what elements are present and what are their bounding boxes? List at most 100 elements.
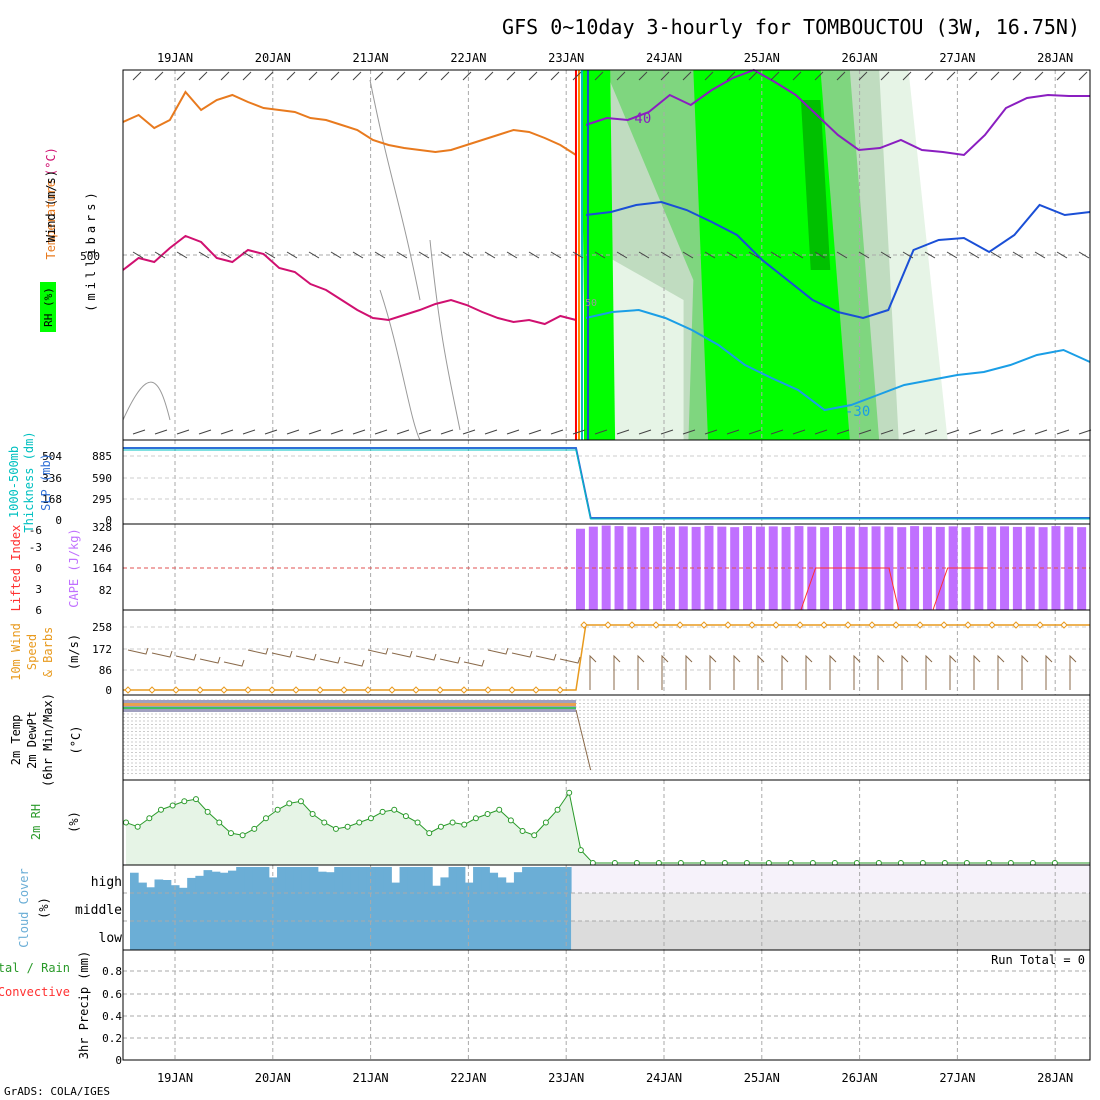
y-label-cape: CAPE (J/kg) — [67, 528, 81, 607]
rh-thin-contours — [122, 79, 461, 441]
wind-barb-10m — [535, 653, 557, 661]
cloud-high-bar — [203, 870, 213, 893]
y-label-rh2m-unit: (%) — [67, 811, 81, 833]
wind10-marker — [124, 686, 132, 694]
wind-barb — [704, 71, 718, 435]
cloud-high-bar — [546, 867, 556, 893]
cloud-level-label: low — [99, 931, 123, 946]
cloud-mid-bg — [571, 893, 1090, 921]
series-line-temperature — [122, 90, 577, 156]
wind10-marker — [556, 686, 564, 694]
wind10-marker — [652, 621, 660, 629]
wind-barb-10m — [127, 647, 149, 655]
cloud-high-bar — [154, 879, 164, 893]
wind-barb — [286, 71, 300, 435]
rh2m-marker — [123, 819, 129, 826]
wind-barb — [990, 71, 1004, 435]
wind-barb-10m — [223, 659, 245, 667]
y-tick-cape: 82 — [99, 584, 112, 597]
cloud-level-label: middle — [75, 903, 122, 918]
wind10-marker — [412, 686, 420, 694]
cloud-high-bar — [301, 867, 311, 893]
rh2m-marker — [414, 819, 421, 826]
cape-bar — [768, 526, 778, 610]
cape-bar — [1038, 527, 1048, 610]
x-tick-top: 19JAN — [157, 51, 193, 65]
x-tick-bottom: 21JAN — [353, 1071, 389, 1085]
wind-barb-10m — [415, 653, 437, 661]
rh-contour-95 — [800, 100, 831, 270]
rh2m-marker — [134, 823, 141, 830]
rh2m-marker — [391, 806, 398, 813]
wind-barb-10m — [439, 656, 461, 664]
y-tick-wind10: 258 — [92, 621, 112, 634]
rh2m-marker — [146, 815, 153, 822]
wind-barb-10m — [151, 650, 173, 658]
wind-barb-10m — [925, 654, 933, 690]
cape-bar — [820, 527, 830, 610]
wind-barb — [396, 71, 410, 435]
y-tick-li: -3 — [29, 541, 42, 554]
cloud-high-bar — [179, 887, 188, 893]
y-label-rh2m: 2m RH — [29, 804, 43, 840]
run-total-label: Run Total = 0 — [991, 953, 1085, 967]
wind-barb-10m — [247, 647, 269, 655]
wind-barb-10m — [199, 656, 221, 664]
rh2m-marker — [426, 830, 433, 837]
rh2m-marker — [519, 828, 526, 834]
cloud-high-bar — [326, 872, 335, 893]
wind-barb — [330, 71, 344, 435]
rh2m-marker — [461, 821, 468, 828]
rh2m-marker — [507, 817, 514, 824]
cloud-high-bar — [130, 872, 139, 893]
cloud-high-bar — [505, 882, 515, 893]
cloud-high-bar — [407, 867, 417, 893]
y-tick-wind10: 86 — [99, 664, 112, 677]
wind-barb-10m — [973, 654, 981, 690]
wind-barb-10m — [661, 654, 669, 690]
wind-barb — [264, 71, 278, 435]
wind-barb — [814, 71, 828, 435]
wind10-marker — [532, 686, 540, 694]
rh2m-marker — [251, 825, 258, 832]
x-tick-top: 27JAN — [939, 51, 975, 65]
wind-barb-10m — [1045, 654, 1053, 690]
rh2m-marker — [309, 811, 316, 817]
wind-barb — [1034, 71, 1048, 435]
wind10-line — [123, 624, 1090, 691]
cloud-high-bar — [522, 867, 531, 893]
wind-barb — [506, 71, 520, 435]
wind10-marker — [772, 621, 780, 629]
y-label-thickness-unit: Thickness (dm) — [22, 431, 36, 532]
y-label-li: Lifted Index — [9, 525, 23, 612]
wind-barb — [462, 71, 476, 435]
cape-bar — [575, 528, 585, 610]
contour-line-purple — [585, 68, 1090, 157]
cape-bar — [614, 526, 624, 610]
y-tick-slp: 590 — [92, 472, 112, 485]
rh-legend — [40, 282, 56, 332]
cloud-high-bar — [350, 867, 360, 893]
cape-bar — [781, 526, 791, 610]
wind-barb-10m — [829, 654, 837, 690]
wind10-marker — [172, 686, 180, 694]
wind-barb — [176, 71, 190, 435]
x-tick-bottom: 25JAN — [744, 1071, 780, 1085]
cloud-high-bar — [456, 867, 466, 893]
wind-barb — [858, 71, 872, 435]
contour-line-blue — [585, 200, 1091, 320]
wind-barb — [880, 71, 894, 435]
wind-barb-10m — [805, 654, 813, 690]
wind10-marker — [508, 686, 516, 694]
rh2m-marker — [344, 823, 351, 830]
cloud-high-bg — [571, 865, 1090, 893]
cape-bar — [1000, 526, 1010, 610]
rh2m-marker — [402, 813, 409, 820]
rh2m-marker — [332, 825, 339, 832]
y-tick-cape: 328 — [92, 521, 112, 534]
y-label-wind10: & Barbs — [41, 627, 55, 678]
cloud-high-bar — [146, 887, 156, 893]
cloud-high-bar — [277, 867, 286, 893]
y-tick-thickness: 504 — [42, 450, 62, 463]
wind-barb-10m — [319, 656, 341, 664]
